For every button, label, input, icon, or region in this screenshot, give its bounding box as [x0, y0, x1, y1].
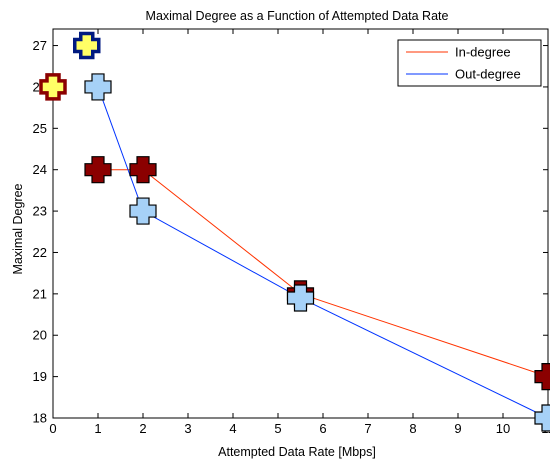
legend-box [397, 39, 542, 87]
y-tick-label: 25 [33, 121, 47, 136]
legend-label-0: In-degree [455, 45, 511, 60]
plot-area [52, 28, 549, 419]
series-1-point [84, 73, 112, 101]
series-0-point [129, 156, 157, 184]
x-tick-label: 9 [454, 421, 461, 436]
highlight-point-0 [39, 73, 67, 101]
chart-title: Maximal Degree as a Function of Attempte… [146, 9, 449, 23]
axes: 0123456789101118192021222324252627 [33, 28, 550, 436]
x-tick-label: 10 [496, 421, 510, 436]
x-tick-label: 5 [274, 421, 281, 436]
y-tick-label: 18 [33, 411, 47, 426]
y-tick-label: 23 [33, 204, 47, 219]
x-axis-label: Attempted Data Rate [Mbps] [218, 445, 376, 459]
x-tick-label: 0 [49, 421, 56, 436]
series-0-point [534, 363, 550, 391]
y-tick-label: 21 [33, 286, 47, 301]
y-tick-label: 22 [33, 245, 47, 260]
x-tick-label: 4 [229, 421, 236, 436]
y-tick-label: 20 [33, 328, 47, 343]
series-1-point [129, 197, 157, 225]
series-line-1 [97, 86, 549, 419]
highlight-point-1 [73, 31, 101, 60]
series-0-point [84, 156, 112, 184]
x-tick-label: 8 [409, 421, 416, 436]
series-1-point [534, 404, 550, 432]
x-tick-label: 3 [184, 421, 191, 436]
legend: In-degree Out-degree [397, 39, 542, 87]
legend-label-1: Out-degree [455, 67, 521, 82]
series-1-point [286, 284, 315, 312]
y-tick-label: 27 [33, 38, 47, 53]
y-tick-label: 24 [33, 162, 47, 177]
series-lines [97, 86, 549, 419]
y-tick-label: 19 [33, 369, 47, 384]
x-tick-label: 2 [139, 421, 146, 436]
y-axis-label: Maximal Degree [11, 183, 25, 274]
series-line-0 [98, 169, 549, 378]
x-tick-label: 1 [94, 421, 101, 436]
x-tick-label: 6 [319, 421, 326, 436]
data-markers [39, 31, 550, 432]
x-tick-label: 7 [364, 421, 371, 436]
